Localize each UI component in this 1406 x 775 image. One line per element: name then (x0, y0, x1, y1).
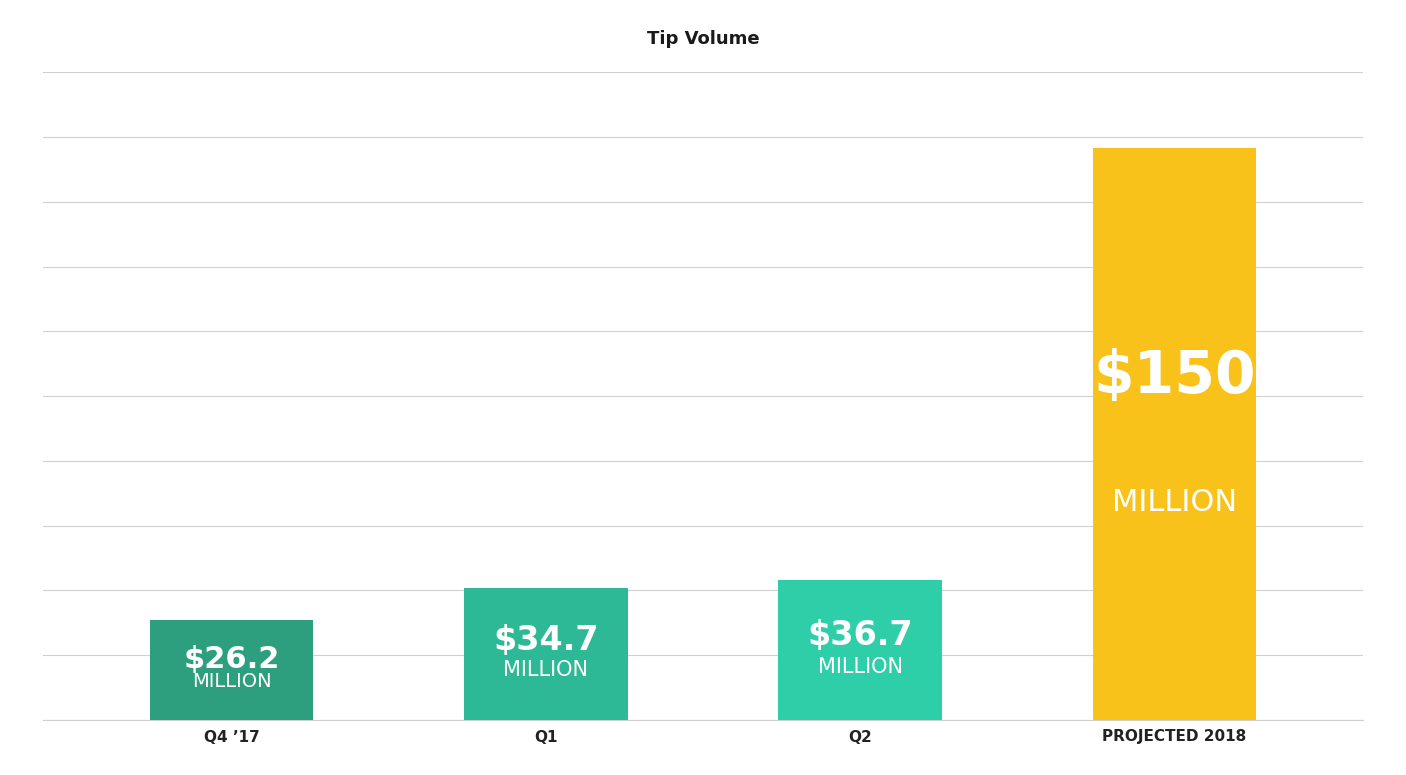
Text: $34.7: $34.7 (494, 624, 599, 657)
Text: MILLION: MILLION (191, 673, 271, 691)
Text: $150: $150 (1092, 349, 1256, 405)
Title: Tip Volume: Tip Volume (647, 30, 759, 49)
Bar (150, 620, 314, 720)
Bar (464, 587, 627, 720)
Text: MILLION: MILLION (818, 656, 903, 677)
Text: MILLION: MILLION (503, 660, 588, 680)
Text: $26.2: $26.2 (183, 646, 280, 674)
Bar (1092, 149, 1256, 720)
Text: MILLION: MILLION (1112, 488, 1237, 517)
Bar (779, 580, 942, 720)
Text: $36.7: $36.7 (807, 619, 912, 653)
